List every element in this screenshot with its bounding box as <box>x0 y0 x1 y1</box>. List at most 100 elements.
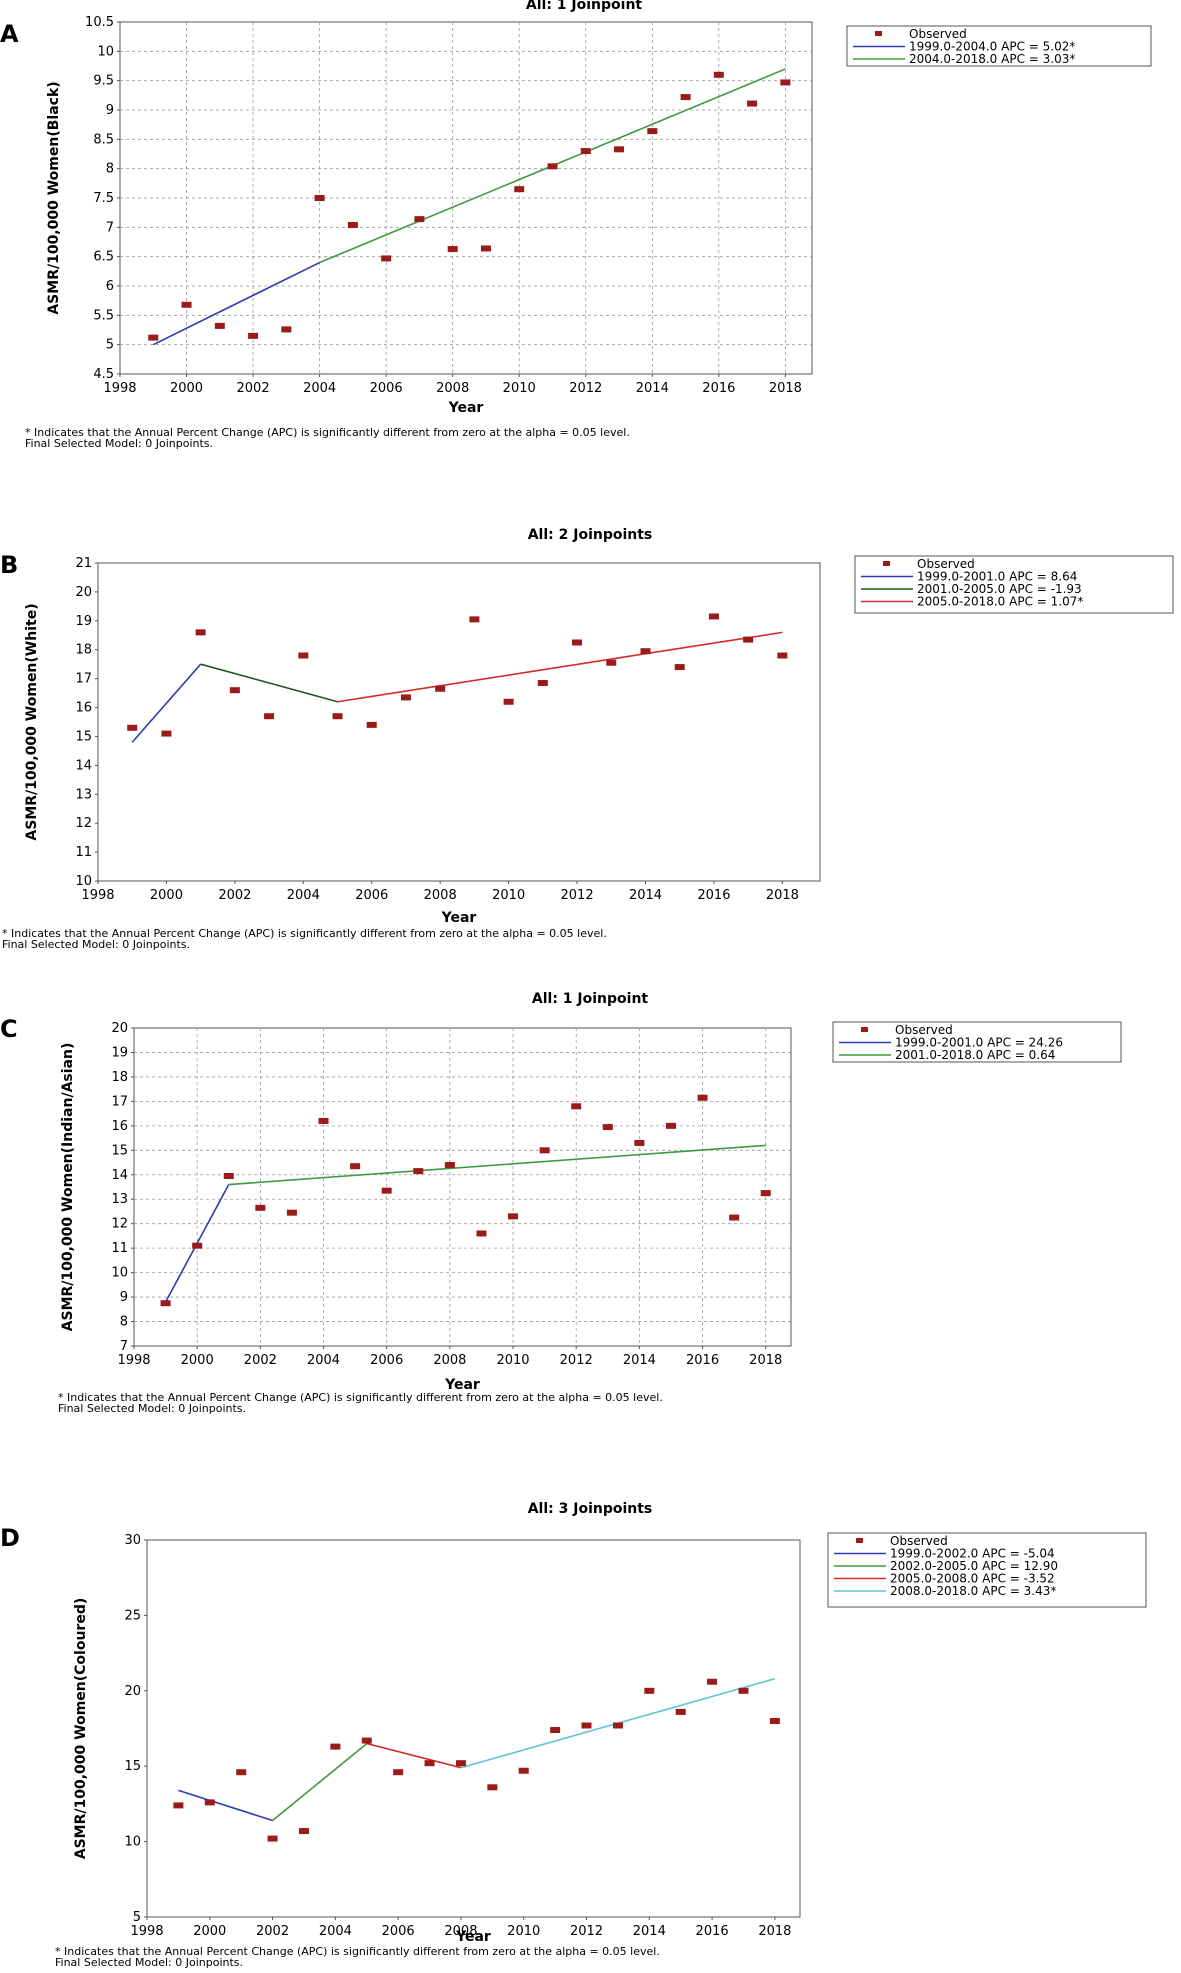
observed-point <box>503 698 514 705</box>
observed-point <box>435 685 446 692</box>
y-tick-label: 14 <box>111 1168 128 1183</box>
y-tick-label: 8 <box>120 1315 128 1330</box>
x-tick-label: 2006 <box>370 1353 403 1368</box>
y-tick-label: 10 <box>97 44 114 59</box>
panel-label: B <box>0 551 18 579</box>
x-tick-label: 2012 <box>570 1924 603 1939</box>
x-tick-label: 2004 <box>303 381 336 396</box>
y-tick-label: 19 <box>75 614 92 629</box>
observed-point <box>508 1213 519 1220</box>
x-tick-label: 2002 <box>237 381 270 396</box>
panel-label: C <box>0 1015 18 1043</box>
observed-point <box>612 1722 623 1729</box>
x-tick-label: 2012 <box>569 381 602 396</box>
y-tick-label: 18 <box>111 1070 128 1085</box>
y-tick-label: 8.5 <box>93 132 114 147</box>
fit-segment-1 <box>152 261 320 346</box>
observed-point <box>480 245 491 252</box>
observed-point <box>644 1687 655 1694</box>
y-tick-label: 25 <box>124 1608 141 1623</box>
observed-point <box>476 1230 487 1237</box>
y-tick-label: 11 <box>111 1241 128 1256</box>
legend-label-4: 2008.0-2018.0 APC = 3.43* <box>890 1584 1056 1598</box>
observed-point <box>204 1799 215 1806</box>
y-tick-label: 19 <box>111 1045 128 1060</box>
x-axis-title: Year <box>448 400 484 416</box>
legend-label-3: 2005.0-2008.0 APC = -3.52 <box>890 1572 1055 1586</box>
observed-point <box>127 724 138 731</box>
chart-panel-d: D All: 3 Joinpoints 5 10 15 20 25 30 1998 2000 200… <box>0 1501 1147 1969</box>
observed-point <box>248 332 259 339</box>
x-tick-label: 2016 <box>697 888 730 903</box>
legend-label-observed: Observed <box>909 27 967 41</box>
y-tick-label: 6.5 <box>93 250 114 265</box>
observed-point <box>223 1172 234 1179</box>
y-tick-label: 10 <box>111 1266 128 1281</box>
observed-point <box>314 195 325 201</box>
footnote-line-2: Final Selected Model: 0 Joinpoints. <box>58 1402 246 1415</box>
x-tick-label: 2014 <box>623 1353 656 1368</box>
observed-point <box>708 613 719 620</box>
y-tick-label: 16 <box>75 701 92 716</box>
observed-point <box>173 1802 184 1809</box>
observed-point <box>381 1187 392 1194</box>
observed-point <box>413 1168 424 1175</box>
y-tick-label: 17 <box>75 672 92 687</box>
x-axis-title: Year <box>441 910 477 926</box>
observed-point <box>192 1242 203 1249</box>
y-tick-label: 9 <box>120 1290 128 1305</box>
x-tick-label: 2018 <box>749 1353 782 1368</box>
observed-point <box>214 322 225 329</box>
observed-point <box>747 100 758 107</box>
legend-label-observed: Observed <box>917 557 975 571</box>
x-tick-label: 2002 <box>256 1924 289 1939</box>
y-tick-label: 7 <box>106 220 114 235</box>
fit-segment-2 <box>272 1742 368 1822</box>
observed-point <box>580 148 591 155</box>
y-tick-label: 10 <box>124 1835 141 1850</box>
legend-label-3: 2005.0-2018.0 APC = 1.07* <box>917 595 1083 609</box>
x-tick-label: 2008 <box>424 888 457 903</box>
observed-point <box>281 326 292 333</box>
chart-title: All: 2 Joinpoints <box>528 527 653 543</box>
footnote-line-2: Final Selected Model: 0 Joinpoints. <box>2 938 190 951</box>
fit-segment-3 <box>366 1742 462 1769</box>
observed-point <box>286 1209 297 1216</box>
footnote-line-1: * Indicates that the Annual Percent Chan… <box>58 1391 663 1404</box>
observed-point <box>665 1122 676 1129</box>
legend-box <box>827 1532 1147 1608</box>
footnote-line-1: * Indicates that the Annual Percent Chan… <box>55 1945 660 1958</box>
fit-segment-2 <box>228 1144 766 1186</box>
observed-point <box>161 730 172 737</box>
x-tick-label: 2010 <box>496 1353 529 1368</box>
observed-point <box>455 1760 466 1767</box>
x-tick-label: 2010 <box>492 888 525 903</box>
observed-point <box>361 1737 372 1744</box>
y-tick-label: 12 <box>111 1217 128 1232</box>
observed-point <box>400 694 411 701</box>
legend-label-2: 2001.0-2005.0 APC = -1.93 <box>917 582 1082 596</box>
observed-point <box>537 679 548 686</box>
observed-point <box>606 659 617 666</box>
legend-label-observed: Observed <box>895 1023 953 1037</box>
y-tick-label: 15 <box>75 729 92 744</box>
x-axis-title: Year <box>455 1929 491 1945</box>
x-tick-label: 2000 <box>150 888 183 903</box>
y-tick-label: 15 <box>111 1143 128 1158</box>
observed-point <box>347 221 358 228</box>
x-tick-label: 2010 <box>503 381 536 396</box>
observed-point <box>729 1214 740 1221</box>
observed-point <box>444 1161 455 1168</box>
x-tick-label: 2000 <box>181 1353 214 1368</box>
chart-panel-b: B All: 2 Joinpoints 10 11 12 13 14 15 16 17 18 19 20… <box>0 527 1174 951</box>
chart-panel-a: A All: 1 Joinpoint 4.5 5 5.5 6 6.5 7 7.5 8 8.5 9 9.5… <box>0 0 1152 450</box>
y-tick-label: 10.5 <box>85 15 114 30</box>
legend-label-2: 2002.0-2005.0 APC = 12.90 <box>890 1559 1058 1573</box>
observed-point <box>330 1743 341 1750</box>
x-tick-label: 2008 <box>436 381 469 396</box>
legend-marker-observed <box>856 1538 863 1543</box>
y-tick-label: 17 <box>111 1094 128 1109</box>
